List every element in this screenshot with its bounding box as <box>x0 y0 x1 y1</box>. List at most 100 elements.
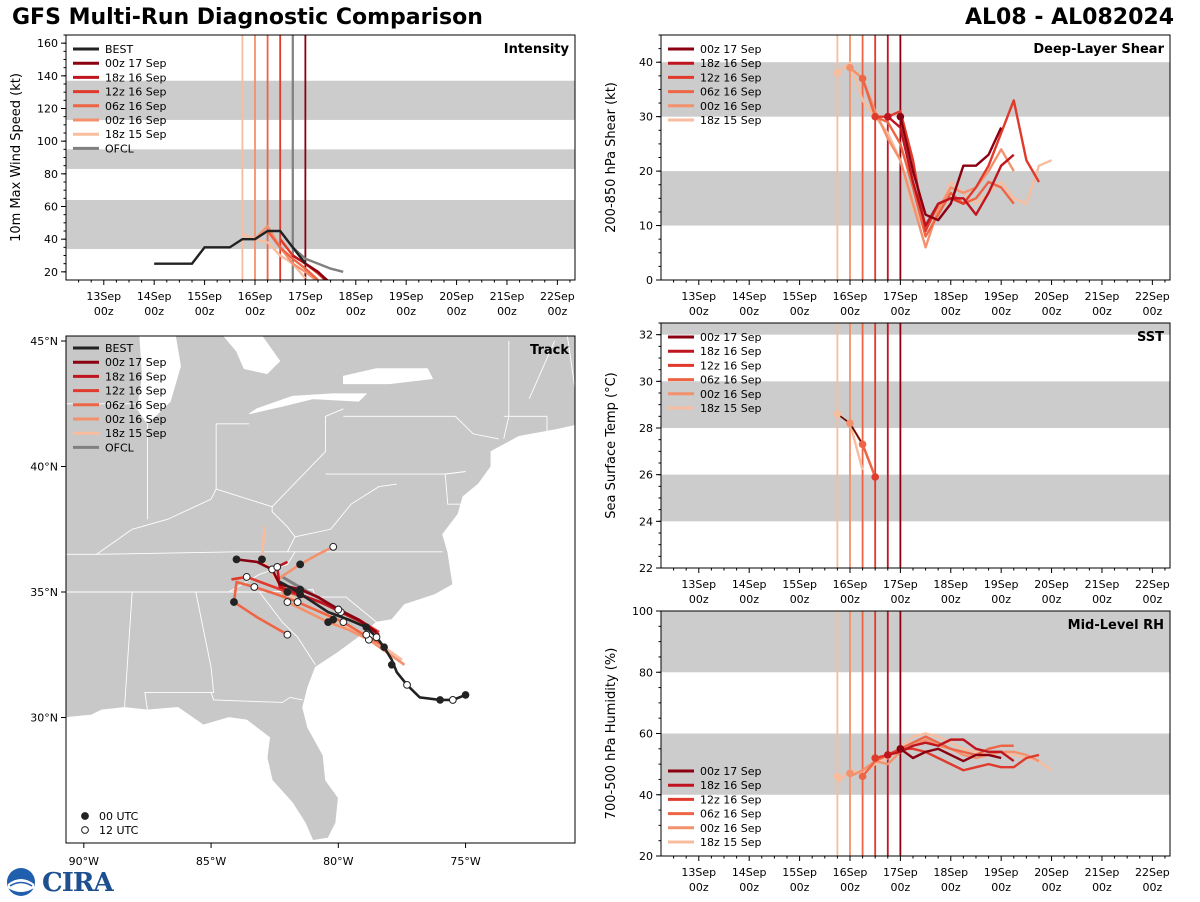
intensity-band <box>66 80 575 120</box>
lake <box>249 393 368 415</box>
shear-xtick-sublabel: 00z <box>1142 305 1162 318</box>
track-run-marker <box>329 615 338 624</box>
shear-legend-label: 18z 16 Sep <box>700 57 762 70</box>
rh-ytick-label: 40 <box>639 789 653 802</box>
intensity-legend-label: BEST <box>105 43 133 56</box>
track-best-marker-12 <box>372 633 381 642</box>
noaa-logo-icon <box>7 868 35 896</box>
sst-ylabel: Sea Surface Temp (°C) <box>604 372 619 519</box>
rh-ytick-label: 80 <box>639 666 653 679</box>
shear-series-line <box>899 116 1003 222</box>
intensity-xtick-sublabel: 00z <box>195 305 215 318</box>
rh-title: Mid-Level RH <box>1068 618 1164 633</box>
track-run-marker <box>250 583 259 591</box>
sst-ytick-label: 26 <box>639 469 653 482</box>
track-plot-area <box>66 336 575 843</box>
intensity-xtick-sublabel: 00z <box>346 305 366 318</box>
intensity-ytick-label: 160 <box>37 37 58 50</box>
intensity-xtick-sublabel: 00z <box>144 305 164 318</box>
lake <box>223 336 281 375</box>
intensity-xtick-label: 20Sep <box>439 290 474 303</box>
shear-xtick-sublabel: 00z <box>941 305 961 318</box>
sst-init-marker <box>833 410 842 418</box>
rh-ytick-label: 100 <box>632 605 653 618</box>
intensity-xtick-label: 15Sep <box>187 290 222 303</box>
rh-init-marker <box>883 751 892 759</box>
shear-series-line <box>861 78 1015 238</box>
rh-legend-label: 18z 16 Sep <box>700 779 762 792</box>
track-run-line <box>232 580 388 649</box>
rh-legend-label: 18z 15 Sep <box>700 836 762 849</box>
rh-xtick-label: 21Sep <box>1085 866 1120 879</box>
track-run-marker <box>293 598 302 606</box>
shear-xtick-sublabel: 00z <box>689 305 709 318</box>
shear-legend-label: 06z 16 Sep <box>700 86 762 99</box>
track-xtick-label: 90°W <box>69 855 99 868</box>
shear-xtick-label: 13Sep <box>681 290 716 303</box>
state-border <box>215 423 250 490</box>
track-ytick-label: 30°N <box>30 712 58 725</box>
shear-legend-label: 18z 15 Sep <box>700 114 762 127</box>
shear-band <box>661 62 1170 117</box>
rh-init-marker <box>846 769 854 778</box>
intensity-ytick-label: 140 <box>37 70 58 83</box>
intensity-legend-label: 12z 16 Sep <box>105 86 167 99</box>
shear-xtick-label: 21Sep <box>1085 290 1120 303</box>
rh-init-marker <box>858 772 867 781</box>
rh-panel: 20 40 60 80 100 13Sep 00z 14Sep 00z 15Sep 00z 16Sep… <box>604 605 1171 894</box>
rh-xtick-sublabel: 00z <box>991 881 1011 894</box>
track-best-marker-00 <box>461 691 470 699</box>
shear-ytick-label: 20 <box>639 165 653 178</box>
track-marker-legend-label: 12 UTC <box>99 824 139 837</box>
state-border <box>444 471 466 505</box>
shear-xtick-label: 17Sep <box>883 290 918 303</box>
intensity-ytick-label: 60 <box>44 201 58 214</box>
sst-legend-label: 12z 16 Sep <box>700 359 762 372</box>
shear-xtick-sublabel: 00z <box>890 305 910 318</box>
state-border <box>144 591 215 711</box>
rh-series-line <box>849 738 1040 778</box>
sst-xtick-sublabel: 00z <box>890 593 910 606</box>
rh-ytick-label: 60 <box>639 728 653 741</box>
sst-title: SST <box>1137 330 1164 345</box>
rh-xtick-sublabel: 00z <box>840 881 860 894</box>
rh-xtick-label: 19Sep <box>984 866 1019 879</box>
rh-xtick-label: 14Sep <box>732 866 767 879</box>
sst-xtick-sublabel: 00z <box>1042 593 1062 606</box>
state-border <box>528 340 556 399</box>
sst-xtick-label: 22Sep <box>1135 578 1170 591</box>
intensity-xtick-label: 19Sep <box>389 290 424 303</box>
shear-legend-label: 00z 17 Sep <box>700 43 762 56</box>
state-border <box>210 692 303 703</box>
intensity-xtick-sublabel: 00z <box>497 305 517 318</box>
track-run-marker <box>296 590 305 599</box>
shear-xtick-sublabel: 00z <box>790 305 810 318</box>
page-title: GFS Multi-Run Diagnostic Comparison <box>12 5 483 30</box>
track-run-marker <box>283 598 292 606</box>
rh-xtick-label: 22Sep <box>1135 866 1170 879</box>
shear-init-marker <box>846 63 854 72</box>
intensity-xtick-sublabel: 00z <box>94 305 114 318</box>
track-legend-label: 00z 17 Sep <box>105 356 167 369</box>
track-best-marker-00 <box>436 696 444 704</box>
track-run-marker <box>258 555 266 564</box>
intensity-xtick-label: 21Sep <box>490 290 525 303</box>
track-marker-legend-symbol <box>81 812 89 820</box>
shear-series-line <box>886 115 1015 227</box>
rh-xtick-label: 17Sep <box>883 866 918 879</box>
track-xtick-label: 75°W <box>450 855 480 868</box>
shear-xtick-label: 22Sep <box>1135 290 1170 303</box>
track-run-marker <box>283 588 292 596</box>
sst-xtick-label: 13Sep <box>681 578 716 591</box>
rh-series-line <box>899 747 1002 763</box>
sst-xtick-sublabel: 00z <box>1092 593 1112 606</box>
sst-xtick-sublabel: 00z <box>689 593 709 606</box>
sst-ytick-label: 32 <box>639 329 653 342</box>
rh-series-line <box>887 738 1015 763</box>
track-xtick-label: 80°W <box>323 855 353 868</box>
track-best-marker-00 <box>380 643 388 652</box>
shear-init-marker <box>858 74 867 83</box>
shear-panel: 0 10 20 30 40 13Sep 00z 14Sep 00z 15Sep 00z 16Sep 00… <box>604 34 1171 318</box>
sst-xtick-label: 18Sep <box>933 578 968 591</box>
